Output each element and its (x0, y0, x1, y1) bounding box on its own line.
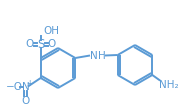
Text: O: O (22, 96, 30, 106)
Text: H: H (98, 51, 105, 60)
Text: S: S (37, 38, 44, 51)
Text: OH: OH (44, 26, 60, 36)
Text: −O: −O (6, 82, 23, 92)
Text: NH₂: NH₂ (158, 80, 178, 90)
Text: O: O (47, 39, 56, 49)
Text: O: O (26, 39, 34, 49)
Text: N: N (22, 82, 30, 92)
Text: N: N (90, 51, 97, 60)
Text: +: + (26, 79, 33, 87)
